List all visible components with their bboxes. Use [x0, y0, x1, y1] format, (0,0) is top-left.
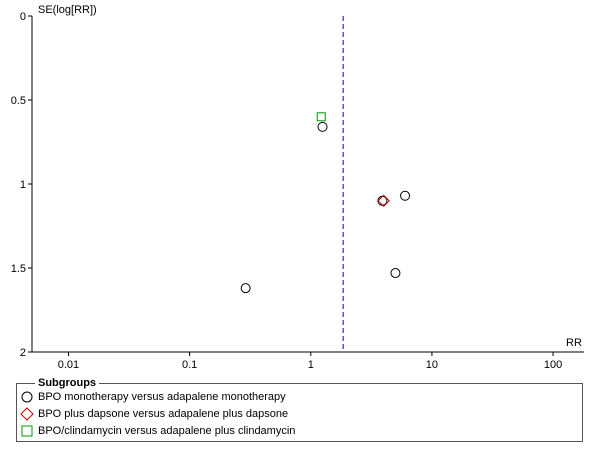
data-point-diamond — [377, 194, 390, 208]
legend-item-bpo-clindamycin: BPO/clindamycin versus adapalene plus cl… — [20, 423, 295, 439]
data-point-circle — [390, 268, 401, 279]
legend-label: BPO plus dapsone versus adapalene plus d… — [38, 408, 289, 420]
x-axis-title: RR — [566, 337, 582, 349]
funnel-plot: SE(log[RR]) RR 0 0.5 1 1.5 2 0.01 0.1 1 10 100 — [11, 4, 584, 371]
x-tick-label: 10 — [426, 359, 438, 371]
axes: 0 0.5 1 1.5 2 0.01 0.1 1 10 100 — [11, 11, 584, 371]
x-tick-label: 0.01 — [58, 359, 79, 371]
square-marker-icon — [21, 425, 33, 437]
x-tick-label: 100 — [544, 359, 562, 371]
y-axis-title: SE(log[RR]) — [38, 4, 97, 16]
y-tick-label: 0 — [20, 11, 26, 23]
y-tick-label: 0.5 — [11, 95, 26, 107]
data-points — [240, 112, 411, 294]
data-point-circle — [240, 283, 251, 294]
data-point-circle — [400, 190, 411, 201]
legend-title: Subgroups — [35, 376, 100, 390]
legend-item-bpo-monotherapy: BPO monotherapy versus adapalene monothe… — [20, 389, 286, 405]
data-point-square — [316, 112, 326, 122]
y-tick-label: 2 — [20, 347, 26, 359]
x-tick-label: 1 — [308, 359, 314, 371]
legend-label: BPO/clindamycin versus adapalene plus cl… — [38, 425, 296, 437]
y-tick-label: 1 — [20, 179, 26, 191]
legend-label: BPO monotherapy versus adapalene monothe… — [38, 391, 286, 403]
y-tick-label: 1.5 — [11, 263, 26, 275]
diamond-marker-icon — [20, 407, 34, 421]
data-point-circle — [317, 121, 328, 132]
legend-item-bpo-dapsone: BPO plus dapsone versus adapalene plus d… — [20, 406, 288, 422]
x-tick-label: 0.1 — [182, 359, 197, 371]
circle-marker-icon — [21, 391, 33, 403]
legend: Subgroups BPO monotherapy versus adapale… — [16, 376, 583, 442]
